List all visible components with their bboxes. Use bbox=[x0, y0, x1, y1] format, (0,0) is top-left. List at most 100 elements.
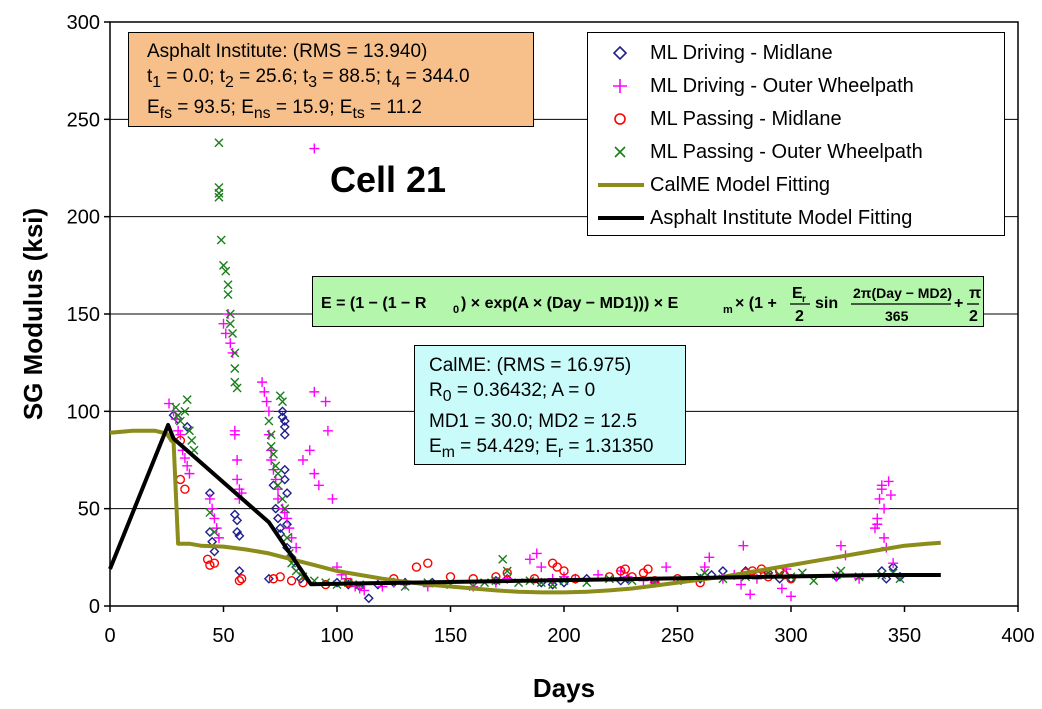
legend-item: ML Passing - Midlane bbox=[588, 103, 1004, 135]
legend-label: ML Passing - Outer Wheelpath bbox=[650, 141, 923, 163]
data-point-plus bbox=[524, 554, 535, 565]
y-tick-label: 300 bbox=[67, 12, 100, 34]
x-tick-label: 150 bbox=[434, 625, 467, 647]
legend-label: Asphalt Institute Model Fitting bbox=[650, 207, 913, 229]
ai-sub: fs bbox=[159, 104, 172, 122]
data-point-diamond bbox=[547, 579, 558, 590]
data-point-x bbox=[264, 416, 274, 426]
data-point-x bbox=[225, 309, 235, 319]
data-point-plus bbox=[745, 589, 756, 600]
legend: ML Driving - Midlane ML Driving - Outer … bbox=[587, 32, 1005, 236]
eq-frac2-den: 365 bbox=[885, 308, 909, 324]
data-point-circle bbox=[209, 558, 220, 568]
data-point-diamond bbox=[279, 429, 290, 440]
data-point-plus bbox=[227, 347, 238, 358]
data-point-x bbox=[278, 397, 288, 407]
data-point-plus bbox=[359, 585, 370, 596]
eq-sub: r bbox=[802, 294, 806, 305]
data-point-diamond bbox=[888, 562, 899, 573]
data-point-diamond bbox=[275, 523, 286, 534]
data-point-diamond bbox=[232, 527, 243, 538]
eq-frac-den: 2 bbox=[795, 308, 804, 325]
data-point-plus bbox=[263, 406, 274, 417]
x-tick-label: 200 bbox=[547, 625, 580, 647]
data-point-x bbox=[498, 554, 508, 564]
eq-plus: + bbox=[954, 295, 963, 312]
y-tick-label: 100 bbox=[67, 401, 100, 423]
data-point-diamond bbox=[279, 416, 290, 427]
data-point-plus bbox=[536, 562, 547, 573]
data-point-x bbox=[266, 430, 276, 440]
plus-icon bbox=[613, 79, 627, 93]
data-point-x bbox=[228, 328, 238, 338]
data-point-plus bbox=[883, 476, 894, 487]
x-tick-label: 400 bbox=[1001, 625, 1034, 647]
data-point-x bbox=[280, 504, 290, 514]
calme-text: = 0.36432; A = 0 bbox=[451, 380, 596, 401]
y-tick-label: 250 bbox=[67, 109, 100, 131]
data-point-circle bbox=[423, 558, 433, 568]
chart-annotation-title: Cell 21 bbox=[330, 159, 447, 200]
data-point-x bbox=[268, 449, 278, 459]
legend-item: CalME Model Fitting bbox=[588, 169, 1004, 201]
eq-frac3-num: π bbox=[969, 285, 981, 302]
data-point-plus bbox=[175, 429, 186, 440]
calme-line-4: Em = 54.429; Er = 1.31350 bbox=[429, 434, 685, 465]
eq-mid2: × (1 + bbox=[735, 295, 777, 312]
data-point-x bbox=[187, 436, 197, 446]
data-point-x bbox=[184, 426, 194, 436]
data-point-diamond bbox=[363, 593, 374, 604]
data-point-circle bbox=[275, 572, 285, 582]
data-point-plus bbox=[879, 532, 890, 543]
data-point-circle bbox=[411, 562, 422, 572]
calme-line-2: R0 = 0.36432; A = 0 bbox=[429, 378, 685, 409]
data-point-x bbox=[230, 348, 240, 358]
data-point-plus bbox=[211, 523, 222, 534]
x-tick-label: 100 bbox=[320, 625, 353, 647]
data-point-x bbox=[214, 138, 224, 148]
data-point-circle bbox=[202, 554, 213, 564]
data-point-plus bbox=[259, 386, 270, 397]
data-point-x bbox=[278, 494, 288, 504]
data-point-plus bbox=[885, 490, 896, 501]
data-point-diamond bbox=[279, 464, 290, 475]
data-point-diamond bbox=[232, 515, 243, 526]
ai-text: = 88.5; t bbox=[317, 66, 392, 87]
legend-item: ML Driving - Midlane bbox=[588, 37, 1004, 69]
data-point-diamond bbox=[234, 530, 245, 541]
data-point-plus bbox=[320, 396, 331, 407]
data-point-circle bbox=[445, 572, 456, 582]
data-point-circle bbox=[616, 566, 626, 576]
data-point-plus bbox=[304, 445, 315, 456]
data-point-x bbox=[232, 383, 242, 393]
data-point-plus bbox=[309, 386, 320, 397]
data-point-circle bbox=[559, 566, 569, 576]
ai-text: = 15.9; E bbox=[270, 96, 353, 118]
ai-sub: 1 bbox=[152, 73, 162, 91]
eq-lhs: E = (1 − (1 − R bbox=[321, 295, 427, 312]
calme-text: R bbox=[429, 380, 443, 401]
data-point-plus bbox=[872, 513, 883, 524]
x-axis-title: Days bbox=[533, 673, 595, 703]
data-point-plus bbox=[282, 513, 293, 524]
data-point-plus bbox=[263, 429, 274, 440]
data-point-plus bbox=[876, 480, 887, 491]
data-point-plus bbox=[223, 309, 234, 319]
data-point-circle bbox=[234, 575, 245, 586]
ai-text: = 344.0 bbox=[400, 66, 470, 87]
data-point-x bbox=[271, 461, 281, 471]
calme-text: = 54.429; E bbox=[454, 435, 558, 457]
calme-text: = 1.31350 bbox=[563, 435, 654, 457]
data-point-plus bbox=[835, 540, 846, 551]
eq-sin: sin bbox=[815, 295, 838, 312]
ai-line-1: Asphalt Institute: (RMS = 13.940) bbox=[147, 41, 428, 62]
data-point-circle bbox=[620, 564, 630, 574]
model-equation: E = (1 − (1 − R 0 ) × exp(A × (Day − MD1… bbox=[312, 276, 984, 327]
data-point-x bbox=[223, 280, 233, 290]
data-point-circle bbox=[205, 560, 215, 570]
data-point-circle bbox=[180, 484, 190, 494]
data-point-x bbox=[173, 410, 183, 420]
data-point-diamond bbox=[279, 474, 290, 485]
data-point-plus bbox=[738, 540, 749, 551]
